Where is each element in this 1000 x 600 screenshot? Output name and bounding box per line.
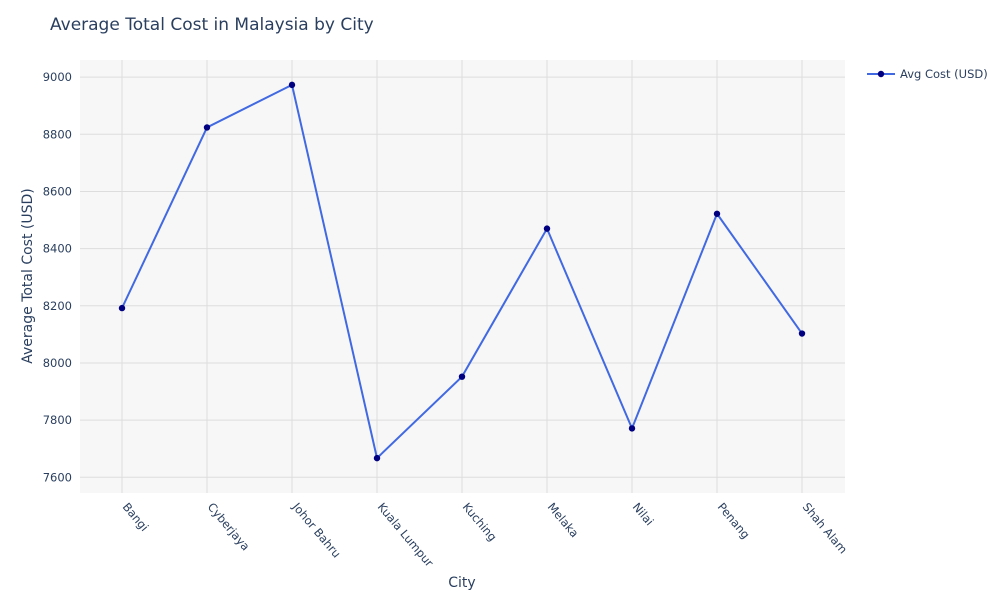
data-point[interactable] (798, 330, 806, 337)
x-axis-ticks: Bangi Cyberjaya Johor Bahru Kuala Lumpur Kuc… (120, 499, 851, 570)
data-point[interactable] (288, 81, 296, 89)
x-tick-label: Bangi (120, 500, 152, 534)
data-point[interactable] (458, 373, 466, 380)
x-tick-label: Johor Bahru (289, 499, 344, 560)
chart-title: Average Total Cost in Malaysia by City (50, 15, 374, 35)
x-tick-label: Penang (715, 500, 753, 542)
legend-label: Avg Cost (USD) (900, 67, 988, 81)
y-tick-label: 8200 (43, 299, 72, 313)
x-tick-label: Shah Alam (800, 500, 851, 556)
legend[interactable]: Avg Cost (USD) (867, 67, 988, 81)
data-point[interactable] (713, 210, 721, 217)
x-tick-label: Melaka (545, 500, 582, 540)
data-point[interactable] (373, 454, 381, 462)
legend-marker-swatch (877, 70, 885, 78)
y-tick-label: 8800 (43, 127, 72, 141)
y-tick-label: 8000 (43, 356, 72, 370)
x-tick-label: Kuala Lumpur (375, 500, 437, 570)
x-tick-label: Cyberjaya (205, 500, 253, 553)
x-tick-label: Nilai (630, 500, 657, 528)
x-axis-title: City (448, 575, 475, 591)
grid-lines (80, 60, 845, 493)
y-axis-ticks: 7600 7800 8000 8200 8400 8600 8800 9000 (43, 70, 72, 484)
data-point[interactable] (118, 304, 126, 312)
data-point[interactable] (543, 225, 551, 232)
y-tick-label: 7600 (43, 470, 72, 484)
data-point[interactable] (203, 124, 211, 131)
y-tick-label: 7800 (43, 413, 72, 427)
y-tick-label: 9000 (43, 70, 72, 84)
x-tick-label: Kuching (460, 500, 500, 544)
y-tick-label: 8400 (43, 242, 72, 256)
data-point[interactable] (628, 425, 636, 432)
series-layer (118, 81, 806, 462)
y-axis-title: Average Total Cost (USD) (20, 188, 36, 364)
y-tick-label: 8600 (43, 184, 72, 198)
